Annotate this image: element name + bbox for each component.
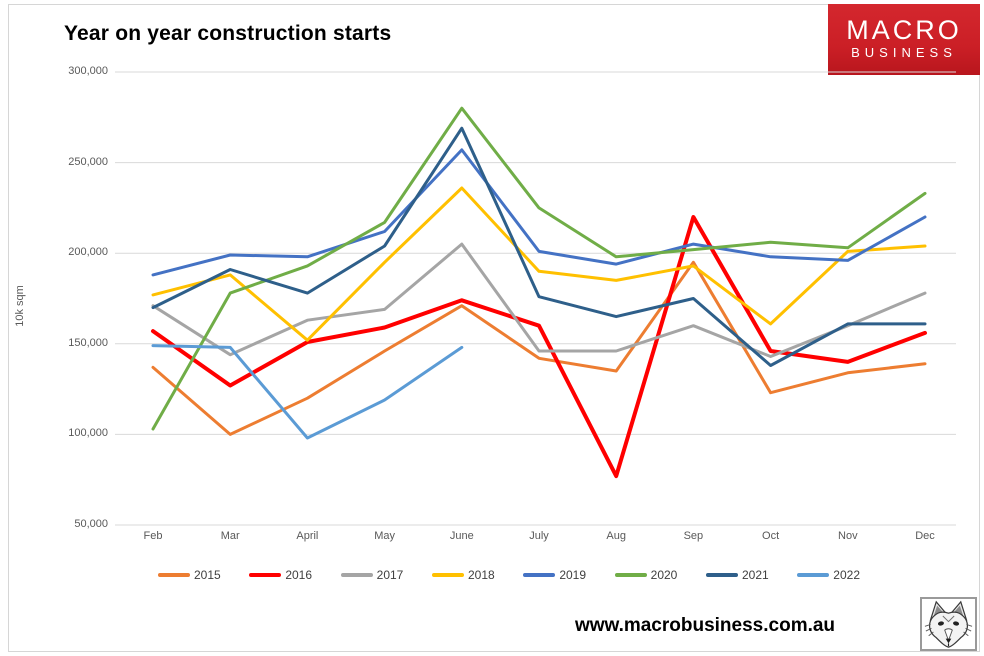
- x-axis-label: May: [374, 530, 395, 542]
- x-axis-label: Mar: [220, 530, 240, 542]
- legend-swatch-icon: [614, 573, 647, 577]
- legend-swatch-icon: [249, 573, 282, 577]
- legend-label: 2018: [467, 568, 495, 582]
- series-line-2019: [151, 148, 927, 277]
- legend-label: 2016: [285, 568, 313, 582]
- y-tick-label: 50,000: [74, 518, 108, 530]
- legend-item-2018: 2018: [431, 568, 495, 582]
- macrobusiness-logo: MACRO BUSINESS: [828, 4, 980, 75]
- legend-swatch-icon: [340, 573, 373, 577]
- legend-swatch-icon: [431, 573, 464, 577]
- legend-label: 2022: [833, 568, 860, 582]
- fox-sketch-icon: [920, 597, 977, 651]
- legend-label: 2020: [650, 568, 678, 582]
- x-axis-label: June: [449, 530, 474, 542]
- series-line-2022: [151, 344, 464, 440]
- legend-item-2022: 2022: [797, 568, 860, 582]
- legend-swatch-icon: [797, 573, 830, 577]
- y-tick-label: 100,000: [68, 427, 108, 440]
- x-axis-label: July: [529, 530, 549, 542]
- legend-item-2015: 2015: [158, 568, 221, 582]
- legend-item-2021: 2021: [705, 568, 769, 582]
- chart-legend: 2015 2016 2017 2018 2019 2020 2021 2022: [158, 568, 860, 582]
- legend-label: 2019: [559, 568, 587, 582]
- y-tick-label: 250,000: [68, 155, 108, 168]
- y-tick-label: 300,000: [68, 65, 108, 77]
- x-axis-label: Oct: [762, 530, 780, 542]
- legend-label: 2021: [741, 568, 769, 582]
- series-line-2021: [151, 126, 927, 367]
- series-line-2020: [151, 106, 927, 431]
- y-tick-label: 200,000: [68, 246, 108, 259]
- x-axis-label: Sep: [683, 530, 704, 542]
- legend-item-2016: 2016: [249, 568, 312, 582]
- page-title: Year on year construction starts: [64, 22, 392, 45]
- legend-swatch-icon: [523, 573, 556, 577]
- legend-swatch-icon: [705, 573, 738, 577]
- series-line-2016: [151, 215, 927, 479]
- legend-item-2019: 2019: [523, 568, 586, 582]
- x-axis-label: Feb: [143, 530, 163, 542]
- y-tick-label: 150,000: [68, 336, 108, 349]
- logo-text-business: BUSINESS: [851, 45, 957, 60]
- series-line-2017: [151, 242, 927, 358]
- x-axis-label: April: [296, 530, 319, 542]
- legend-item-2017: 2017: [340, 568, 404, 582]
- legend-label: 2017: [376, 568, 404, 582]
- footer-url: www.macrobusiness.com.au: [574, 615, 836, 636]
- series-line-2018: [151, 186, 927, 342]
- logo-text-macro: MACRO: [846, 15, 962, 45]
- x-axis-label: Aug: [606, 530, 626, 542]
- legend-label: 2015: [194, 568, 221, 582]
- x-axis-label: Dec: [915, 530, 935, 542]
- legend-swatch-icon: [158, 573, 190, 577]
- x-axis-label: Nov: [838, 530, 858, 542]
- legend-item-2020: 2020: [614, 568, 678, 582]
- series-line-2015: [151, 260, 927, 436]
- y-axis-title: 10k sqm: [14, 285, 26, 327]
